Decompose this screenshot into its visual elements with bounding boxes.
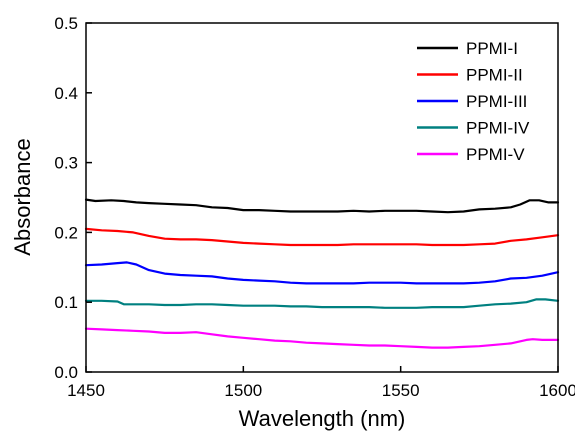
series-line-ppmi-ii [84, 227, 560, 247]
ticks-layer: 1450 1500 1550 1600 0.0 0.1 0.2 0.3 0.4 0.5 [54, 14, 575, 400]
x-tick-label: 1600 [539, 381, 575, 400]
legend: PPMI-I PPMI-II PPMI-III PPMI-IV PPMI-V [417, 39, 530, 164]
x-tick-label: 1500 [224, 381, 262, 400]
y-axis-title: Absorbance [10, 138, 35, 255]
x-tick-label: 1450 [67, 381, 105, 400]
y-tick-label: 0.3 [54, 154, 78, 173]
y-tick-label: 0.5 [54, 14, 78, 33]
series-line-ppmi-iii [84, 261, 560, 285]
series-line-ppmi-i [84, 198, 560, 214]
legend-label: PPMI-I [466, 39, 518, 58]
y-tick-label: 0.2 [54, 223, 78, 242]
x-tick-label: 1550 [382, 381, 420, 400]
legend-label: PPMI-V [466, 145, 525, 164]
legend-label: PPMI-II [466, 66, 523, 85]
y-tick-label: 0.1 [54, 293, 78, 312]
x-axis-title: Wavelength (nm) [239, 406, 406, 431]
y-tick-label: 0.0 [54, 363, 78, 382]
plot-frame [85, 22, 559, 373]
y-tick-label: 0.4 [54, 84, 78, 103]
series-line-ppmi-v [84, 327, 560, 349]
series-line-ppmi-iv [84, 298, 560, 309]
series-layer [84, 198, 560, 349]
legend-label: PPMI-III [466, 92, 527, 111]
legend-label: PPMI-IV [466, 119, 530, 138]
